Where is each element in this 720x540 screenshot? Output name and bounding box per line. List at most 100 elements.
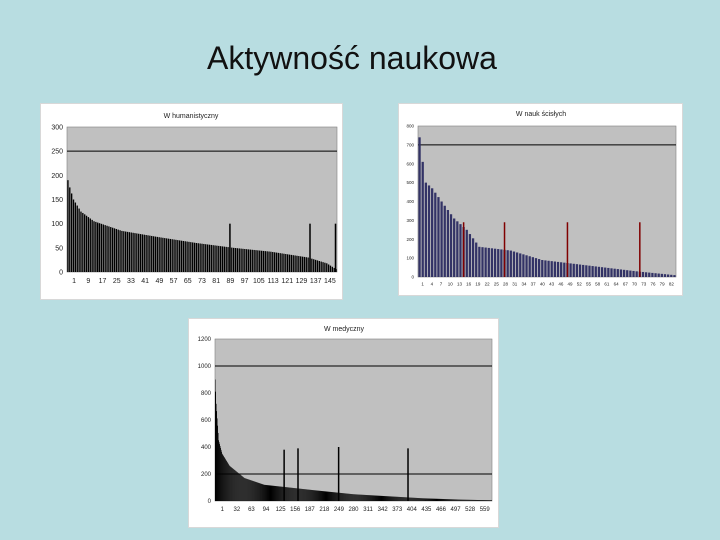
bar — [156, 236, 158, 272]
bar — [309, 489, 310, 501]
bar — [547, 260, 550, 277]
bar — [215, 391, 216, 501]
x-tick-label: 1 — [72, 278, 76, 285]
x-tick-label: 97 — [241, 278, 249, 285]
x-tick-label: 1 — [221, 507, 225, 513]
bar — [447, 499, 448, 501]
bar — [420, 498, 421, 501]
y-tick-label: 1000 — [198, 364, 212, 370]
bar — [481, 500, 483, 501]
bar — [480, 500, 482, 501]
bar — [306, 489, 308, 501]
bar — [421, 161, 424, 277]
bar — [438, 498, 439, 501]
highlight-bar — [229, 223, 231, 272]
bar — [541, 260, 544, 277]
bar — [347, 493, 349, 501]
x-tick-label: 249 — [334, 507, 345, 513]
bar — [241, 476, 243, 501]
bar — [162, 237, 164, 272]
bar — [635, 271, 638, 277]
bar — [290, 487, 291, 501]
bar — [414, 497, 416, 501]
bar — [320, 490, 322, 501]
bar — [256, 482, 257, 501]
bar — [246, 478, 248, 501]
bar — [369, 495, 370, 501]
bar — [307, 257, 309, 272]
x-tick-label: 57 — [170, 278, 178, 285]
bar — [403, 497, 404, 501]
bar — [475, 242, 478, 277]
bar — [457, 499, 459, 501]
bar — [460, 499, 462, 501]
bar — [376, 495, 378, 501]
bar — [327, 264, 330, 272]
bar — [270, 251, 272, 272]
bar — [217, 432, 219, 501]
bar — [389, 496, 391, 501]
bar — [324, 491, 326, 501]
bar — [399, 496, 400, 501]
bar — [411, 497, 413, 501]
bar — [375, 495, 376, 501]
bar — [222, 454, 223, 501]
bar — [439, 498, 441, 501]
bar — [289, 487, 291, 501]
bar — [351, 494, 352, 501]
bar — [423, 498, 425, 501]
bar — [465, 229, 468, 277]
bar — [394, 496, 395, 501]
bar — [483, 500, 485, 501]
bar — [405, 497, 406, 501]
bar — [235, 471, 237, 501]
bar — [443, 499, 445, 501]
bar — [386, 496, 388, 501]
bar — [253, 481, 255, 501]
bar — [320, 261, 322, 272]
bar — [247, 479, 249, 501]
bar — [487, 500, 488, 501]
bar — [384, 496, 386, 501]
bar — [288, 254, 291, 272]
bar — [318, 260, 320, 272]
x-tick-label: 137 — [310, 278, 322, 285]
bar — [445, 499, 446, 501]
bar — [269, 485, 271, 501]
bar — [434, 498, 436, 501]
bar — [216, 245, 218, 272]
bar — [398, 496, 399, 501]
bar — [252, 480, 253, 501]
x-tick-label: 73 — [198, 278, 206, 285]
bar — [490, 248, 494, 277]
bar — [330, 491, 331, 501]
bar — [378, 495, 379, 501]
bar — [241, 475, 242, 501]
bar — [312, 490, 313, 501]
y-tick-label: 1200 — [198, 337, 212, 343]
bar — [313, 490, 315, 501]
bar — [449, 214, 453, 277]
bar — [487, 247, 490, 277]
x-tick-label: 34 — [521, 282, 527, 287]
bar — [424, 182, 427, 277]
bar — [419, 498, 421, 501]
bar — [266, 251, 268, 272]
chart-title: W nauk ścisłych — [516, 111, 566, 118]
bar — [472, 499, 474, 501]
bar — [229, 465, 230, 501]
bar — [347, 493, 348, 501]
x-tick-label: 82 — [669, 282, 675, 287]
bar — [343, 493, 344, 501]
bar — [422, 498, 424, 501]
bar — [219, 246, 222, 272]
bar — [317, 490, 319, 501]
bar — [388, 496, 389, 501]
x-tick-label: 13 — [457, 282, 463, 287]
x-tick-label: 435 — [421, 507, 432, 513]
highlight-bar — [462, 222, 465, 277]
bar — [293, 487, 294, 501]
bar — [289, 487, 290, 501]
bar — [349, 493, 350, 501]
bar — [100, 223, 103, 272]
